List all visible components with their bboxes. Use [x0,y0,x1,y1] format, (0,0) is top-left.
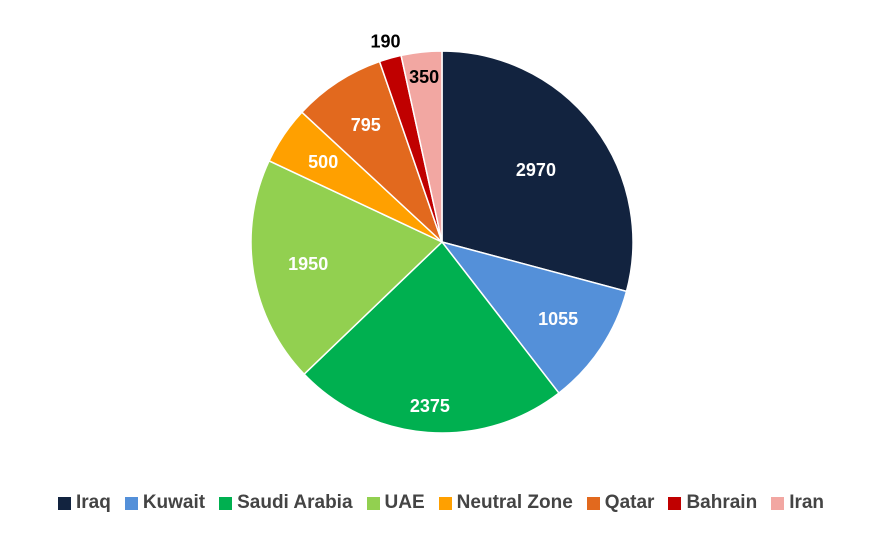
data-label-iraq: 2970 [516,160,556,180]
data-label-uae: 1950 [288,254,328,274]
legend-item-neutral-zone: Neutral Zone [438,492,573,514]
pie-slice-uae [250,159,444,376]
legend-label-kuwait: Kuwait [142,492,206,513]
legend-swatch-uae [366,496,380,510]
data-label-saudi-arabia: 2375 [410,396,450,416]
legend-swatch-saudi-arabia [219,496,233,510]
legend-label-qatar: Qatar [604,492,655,513]
legend-item-saudi-arabia: Saudi Arabia [219,492,353,514]
legend-label-neutral-zone: Neutral Zone [456,492,573,513]
legend-swatch-neutral-zone [438,496,452,510]
legend-item-qatar: Qatar [586,492,655,514]
data-label-kuwait: 1055 [538,309,578,329]
data-label-neutral-zone: 500 [308,152,338,172]
legend-swatch-qatar [586,496,600,510]
data-label-bahrain: 190 [371,32,401,52]
legend-item-kuwait: Kuwait [124,492,206,514]
legend-label-bahrain: Bahrain [686,492,758,513]
legend-item-iraq: Iraq [57,492,111,514]
legend-item-bahrain: Bahrain [668,492,757,514]
legend-label-iran: Iran [789,492,825,513]
data-label-qatar: 795 [351,115,381,135]
legend-item-iran: Iran [771,492,824,514]
legend-item-uae: UAE [366,492,425,514]
data-label-iran: 350 [409,67,439,87]
legend-swatch-kuwait [124,496,138,510]
legend-swatch-bahrain [668,496,682,510]
pie-slice-iraq [441,50,634,293]
legend-swatch-iran [771,496,785,510]
legend-label-saudi-arabia: Saudi Arabia [237,492,353,513]
pie-slice-saudi-arabia [303,240,560,434]
legend-swatch-iraq [57,496,71,510]
legend-label-iraq: Iraq [75,492,111,513]
pie-slice-kuwait [440,240,628,395]
pie-slice-iran [400,50,443,243]
chart-legend: Iraq Kuwait Saudi Arabia UAE Neutral Zon… [0,488,882,518]
legend-label-uae: UAE [384,492,425,513]
pie-slice-qatar [300,60,443,243]
